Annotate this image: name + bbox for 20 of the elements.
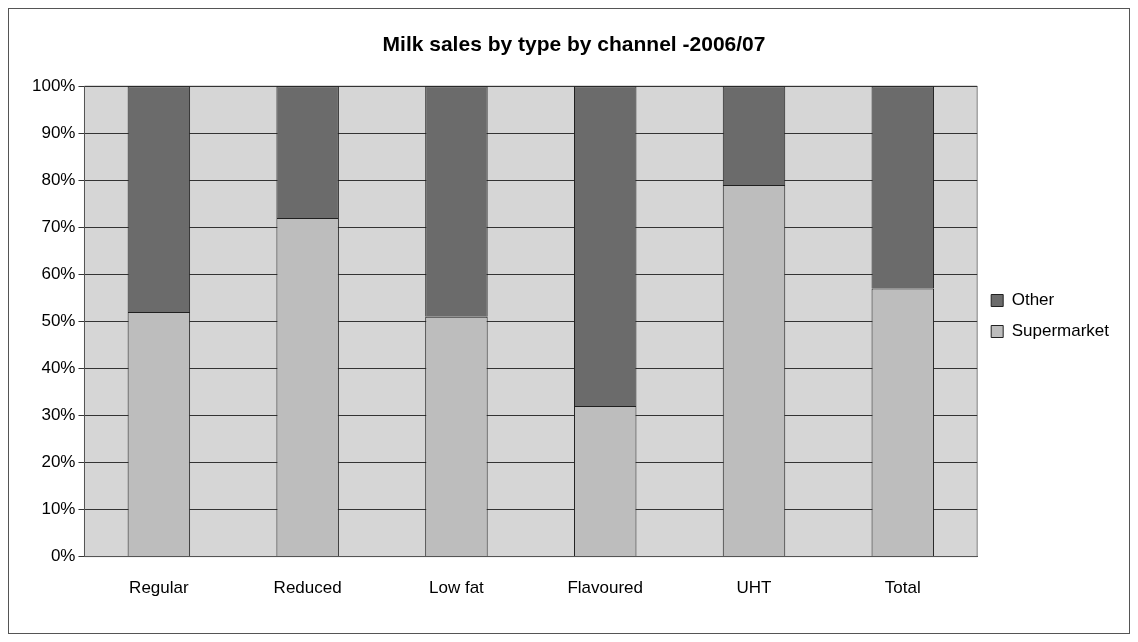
x-tick-label: UHT (736, 578, 772, 598)
y-tick-label: 0% (50, 546, 76, 566)
y-tick-label: 60% (41, 264, 76, 284)
x-tick-label: Low fat (429, 578, 485, 598)
y-tick-label: 10% (41, 499, 76, 519)
y-tick-label: 90% (41, 122, 76, 142)
x-tick-label: Regular (129, 578, 189, 598)
y-tick-label: 40% (41, 358, 76, 378)
legend-label: Supermarket (1011, 321, 1110, 341)
y-tick-label: 80% (41, 169, 76, 189)
x-tick-label: Total (884, 578, 921, 598)
y-tick-label: 70% (41, 217, 76, 237)
x-tick-label: Flavoured (567, 578, 644, 598)
legend-label: Other (1011, 290, 1055, 310)
y-tick-label: 30% (41, 405, 76, 425)
y-tick-label: 20% (41, 452, 76, 472)
chart-title: Milk sales by type by channel -2006/07 (382, 32, 766, 56)
y-tick-label: 100% (32, 75, 76, 95)
x-tick-label: Reduced (273, 578, 342, 598)
y-tick-label: 50% (41, 311, 76, 331)
